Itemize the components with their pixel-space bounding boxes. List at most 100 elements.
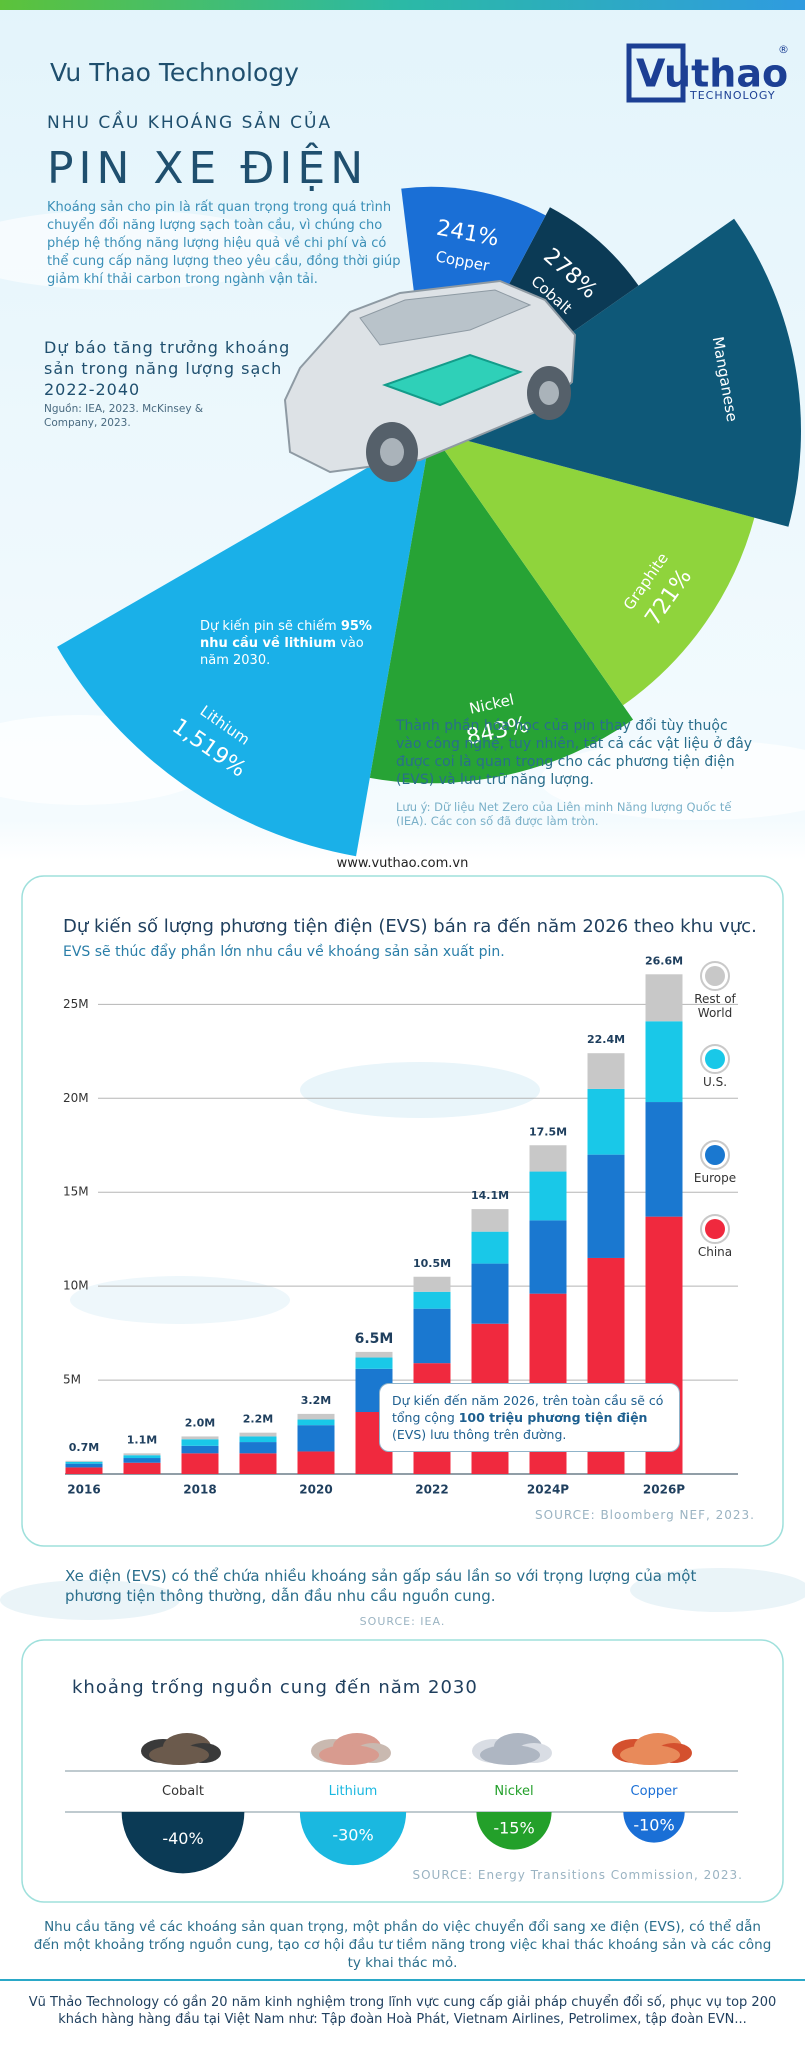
bar-segment (239, 1453, 277, 1474)
bar-segment (645, 1021, 683, 1103)
note: Lưu ý: Dữ liệu Net Zero của Liên minh Nă… (396, 800, 732, 828)
bar-segment (239, 1436, 277, 1443)
bar-segment (587, 1088, 625, 1155)
middle-text: Xe điện (EVS) có thể chứa nhiều khoáng s… (65, 1567, 697, 1605)
category-label: Nickel (494, 1784, 533, 1799)
bar-segment (587, 1053, 625, 1089)
total-label: 2.2M (243, 1413, 273, 1426)
value-label: -10% (633, 1815, 674, 1834)
cloud (300, 1062, 540, 1118)
mineral-sample (480, 1745, 540, 1765)
bar-segment (297, 1425, 335, 1452)
bar-segment (587, 1154, 625, 1258)
intro: Khoáng sản cho pin là rất quan trọng tro… (47, 200, 401, 287)
x-tick-label: 2020 (299, 1483, 332, 1497)
bar-segment (297, 1451, 335, 1474)
x-tick-label: 2018 (183, 1483, 216, 1497)
text: Dự kiến pin sẽ chiếm (200, 619, 341, 634)
car-window (359, 289, 532, 346)
middle-source: SOURCE: IEA. (359, 1615, 446, 1628)
mineral-sample (319, 1745, 379, 1765)
logo-sub: TECHNOLOGY (689, 89, 776, 102)
cloud (630, 1568, 805, 1612)
wedge (431, 431, 755, 706)
bar-title: Dự kiến số lượng phương tiện điện (EVS) … (63, 916, 757, 937)
bar-segment (239, 1442, 277, 1454)
legend-swatch (705, 1219, 725, 1239)
total-label: 10.5M (413, 1257, 451, 1270)
logo-box (626, 43, 686, 103)
bar-segment (645, 1102, 683, 1217)
annotation: Dự kiến đến năm 2026, trên toàn cầu sẽ c… (379, 1383, 680, 1452)
text: (EVS) lưu thông trên đường. (392, 1427, 567, 1442)
x-tick-label: 2026P (643, 1483, 685, 1497)
bar-segment (471, 1231, 509, 1264)
bar-segment (529, 1145, 567, 1172)
gap-title: khoảng trống nguồn cung đến năm 2030 (72, 1677, 478, 1698)
car-battery (382, 353, 523, 407)
bar-segment (181, 1445, 219, 1454)
closing: Nhu cầu tăng về các khoáng sản quan trọn… (33, 1919, 772, 1971)
legend-label: Europe (693, 1171, 737, 1185)
wedge (57, 431, 432, 857)
forecast-title: Dự báo tăng trưởng khoáng sản trong năng… (44, 338, 291, 399)
bar-segment (123, 1458, 161, 1463)
legend-label: Rest of World (694, 992, 736, 1020)
value-label: -40% (162, 1829, 203, 1848)
gap-half-circle (121, 1812, 245, 1874)
text: Dự kiến đến năm 2026, trên toàn cầu sẽ c… (392, 1393, 664, 1425)
x-tick-label: 2024P (527, 1483, 569, 1497)
category-label: Copper (631, 1784, 679, 1799)
bar-segment (471, 1209, 509, 1232)
total-label: 26.6M (645, 954, 683, 967)
kicker: NHU CẦU KHOÁNG SẢN CỦA (47, 113, 333, 133)
total-label: 2.0M (185, 1416, 215, 1429)
bar-segment (413, 1276, 451, 1292)
car (283, 279, 577, 482)
bar-source: SOURCE: Bloomberg NEF, 2023. (535, 1508, 755, 1522)
bar-segment (65, 1461, 103, 1464)
car-hub (539, 381, 559, 405)
bar-segment (297, 1419, 335, 1426)
bar-segment (413, 1308, 451, 1364)
legend-swatch (705, 1145, 725, 1165)
bar-segment (645, 974, 683, 1022)
legend-label: U.S. (702, 1075, 728, 1089)
bar-segment (65, 1460, 103, 1462)
wedge (369, 431, 634, 784)
y-tick-label: 5M (63, 1373, 81, 1387)
category-label: Lithium (329, 1784, 378, 1799)
total-label: 14.1M (471, 1189, 509, 1202)
bar-segment (123, 1462, 161, 1474)
bar-segment (65, 1463, 103, 1468)
forecast-source: Nguồn: IEA, 2023. McKinsey & Company, 20… (44, 403, 204, 429)
bar-segment (181, 1453, 219, 1474)
bar-segment (181, 1439, 219, 1446)
wedge (431, 218, 801, 527)
category-label: Cobalt (162, 1784, 204, 1799)
text-bold: 100 triệu phương tiện điện (458, 1410, 648, 1425)
title: PIN XE ĐIỆN (47, 143, 369, 194)
bar-segment (413, 1291, 451, 1309)
total-label: 3.2M (301, 1394, 331, 1407)
logo-mark: ® (778, 43, 789, 56)
top-bar (0, 0, 805, 10)
car-hub (380, 438, 404, 466)
bar-segment (529, 1220, 567, 1294)
cloud (70, 1276, 290, 1324)
y-tick-label: 10M (63, 1279, 89, 1293)
cloud (540, 740, 805, 820)
value-label: -30% (332, 1825, 373, 1844)
bar-segment (297, 1413, 335, 1420)
y-tick-label: 15M (63, 1185, 89, 1199)
y-tick-label: 20M (63, 1091, 89, 1105)
cloud (0, 1580, 180, 1620)
battery-note: Dự kiến pin sẽ chiếm 95% nhu cầu về lith… (200, 618, 385, 669)
legend-swatch (705, 966, 725, 986)
total-label: 0.7M (69, 1441, 99, 1454)
x-tick-label: 2016 (67, 1483, 100, 1497)
y-tick-label: 25M (63, 997, 89, 1011)
bar-segment (529, 1171, 567, 1221)
